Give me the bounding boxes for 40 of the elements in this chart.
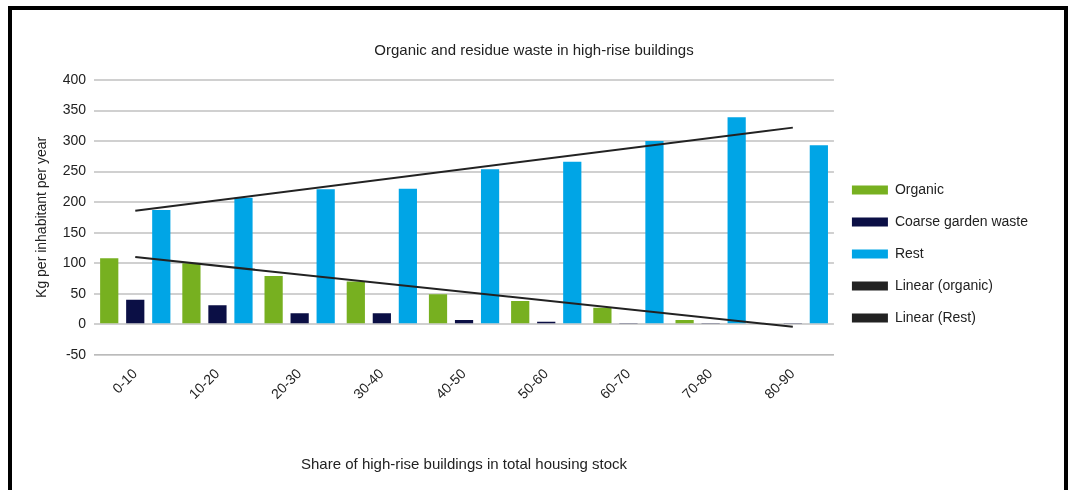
- y-tick-label: 400: [62, 70, 87, 87]
- bar: [727, 117, 746, 324]
- bar: [152, 210, 171, 324]
- bar: [316, 189, 335, 324]
- bar: [480, 169, 500, 324]
- bar: [645, 141, 664, 324]
- y-tick-label: 300: [62, 131, 87, 148]
- bar: [593, 307, 612, 324]
- bar: [511, 301, 530, 324]
- y-tick-label: 250: [62, 162, 87, 179]
- bar: [208, 305, 227, 324]
- bar: [234, 197, 253, 324]
- y-tick-label: 100: [62, 254, 87, 271]
- x-axis-title: Share of high-rise buildings in total housing stock: [301, 455, 628, 473]
- y-tick-label: 0: [78, 315, 87, 332]
- bar: [675, 319, 694, 324]
- bar: [100, 258, 119, 324]
- y-tick-label: 50: [70, 284, 87, 301]
- legend-label: Rest: [894, 244, 924, 261]
- y-axis-title: Kg per inhabitant per year: [33, 136, 50, 298]
- bar: [346, 281, 365, 324]
- bar: [182, 263, 201, 324]
- bar: [809, 145, 828, 324]
- bar: [372, 313, 391, 324]
- legend-label: Linear (Rest): [894, 308, 976, 325]
- bar: [264, 276, 283, 324]
- bar: [290, 313, 309, 324]
- bar: [428, 294, 448, 324]
- bar: [398, 188, 417, 324]
- y-tick-label: 350: [62, 101, 87, 118]
- bar: [454, 319, 474, 324]
- legend-label: Coarse garden waste: [894, 212, 1029, 229]
- y-tick-label: 200: [62, 192, 87, 209]
- legend-label: Organic: [894, 180, 944, 197]
- bar: [126, 299, 145, 324]
- y-tick-label: -50: [65, 345, 87, 362]
- bar: [563, 161, 582, 324]
- y-tick-label: 150: [62, 223, 87, 240]
- legend-label: Linear (organic): [894, 276, 993, 293]
- chart-title: Organic and residue waste in high-rise buildings: [374, 41, 694, 59]
